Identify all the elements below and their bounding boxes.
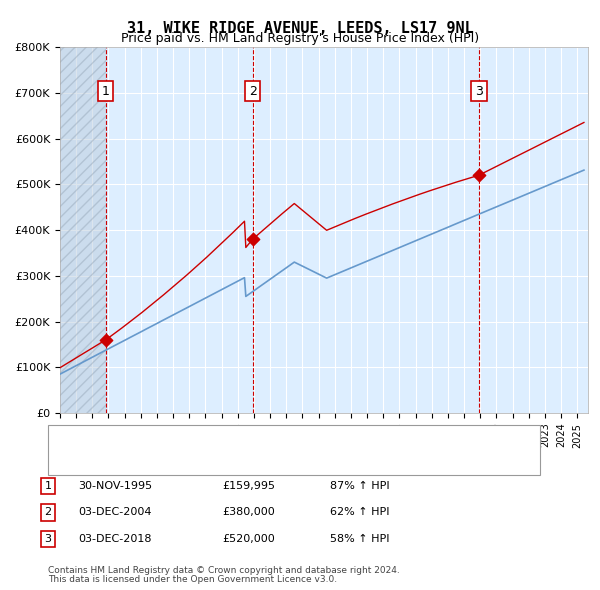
Text: 31, WIKE RIDGE AVENUE, LEEDS, LS17 9NL (detached house): 31, WIKE RIDGE AVENUE, LEEDS, LS17 9NL (…: [81, 434, 399, 444]
Text: 58% ↑ HPI: 58% ↑ HPI: [330, 534, 389, 544]
Point: [474, 171, 484, 180]
Text: 03-DEC-2004: 03-DEC-2004: [78, 507, 151, 517]
Text: 30-NOV-1995: 30-NOV-1995: [78, 481, 152, 491]
Text: £380,000: £380,000: [222, 507, 275, 517]
Text: This data is licensed under the Open Government Licence v3.0.: This data is licensed under the Open Gov…: [48, 575, 337, 584]
Text: 62% ↑ HPI: 62% ↑ HPI: [330, 507, 389, 517]
Text: £520,000: £520,000: [222, 534, 275, 544]
Text: 03-DEC-2018: 03-DEC-2018: [78, 534, 151, 544]
Point: [248, 234, 257, 244]
Text: Contains HM Land Registry data © Crown copyright and database right 2024.: Contains HM Land Registry data © Crown c…: [48, 566, 400, 575]
Text: 31, WIKE RIDGE AVENUE, LEEDS, LS17 9NL: 31, WIKE RIDGE AVENUE, LEEDS, LS17 9NL: [127, 21, 473, 35]
Text: 87% ↑ HPI: 87% ↑ HPI: [330, 481, 389, 491]
Text: 1: 1: [44, 481, 52, 491]
Text: 3: 3: [44, 534, 52, 544]
Text: £159,995: £159,995: [222, 481, 275, 491]
Point: [101, 335, 110, 345]
Text: 2: 2: [248, 84, 257, 97]
Text: HPI: Average price, detached house, Leeds: HPI: Average price, detached house, Leed…: [81, 456, 304, 466]
Bar: [60, 47, 106, 413]
Text: 3: 3: [475, 84, 483, 97]
Text: Price paid vs. HM Land Registry's House Price Index (HPI): Price paid vs. HM Land Registry's House …: [121, 32, 479, 45]
Text: 1: 1: [102, 84, 110, 97]
Text: 2: 2: [44, 507, 52, 517]
